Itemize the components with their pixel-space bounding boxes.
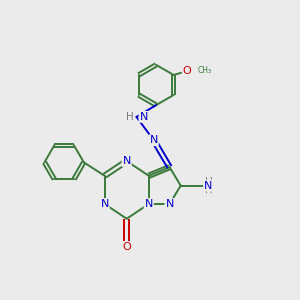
Text: CH₃: CH₃ [198, 65, 212, 74]
Text: N: N [122, 156, 131, 166]
Text: N: N [165, 199, 174, 209]
Text: O: O [183, 66, 191, 76]
Text: O: O [122, 242, 131, 252]
Text: N: N [149, 135, 158, 145]
Text: H: H [205, 177, 213, 187]
Text: H: H [205, 185, 213, 195]
Text: H: H [126, 112, 134, 122]
Text: N: N [204, 181, 212, 190]
Text: N: N [140, 112, 148, 122]
Text: N: N [145, 199, 153, 209]
Text: N: N [100, 199, 109, 209]
